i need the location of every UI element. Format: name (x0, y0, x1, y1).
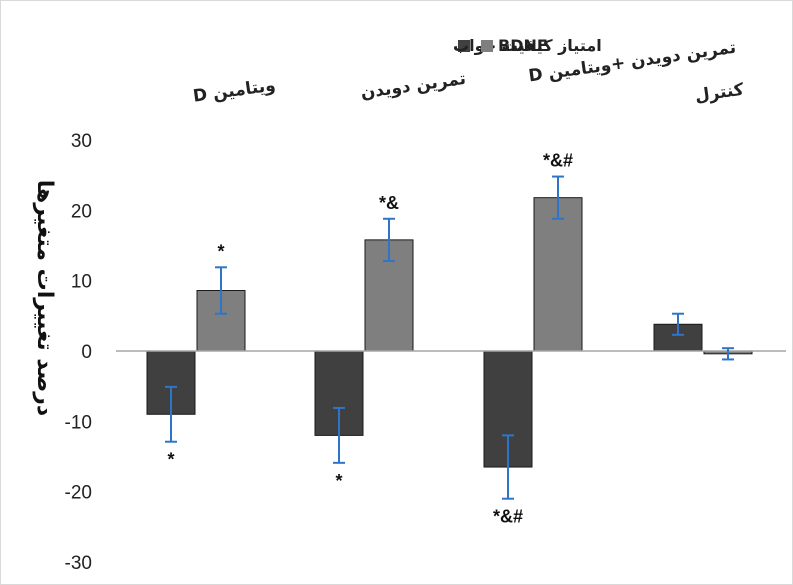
error-bar (552, 175, 564, 220)
bars (146, 197, 753, 468)
error-bar (722, 347, 734, 361)
error-bar (215, 266, 227, 315)
category-label-running: تمرین دویدن (359, 69, 467, 104)
error-bar (383, 217, 395, 262)
significance-label: *&# (543, 151, 573, 171)
category-label-vitamin-d: ویتامین D (192, 75, 277, 106)
error-bar (333, 406, 345, 464)
y-tick-label: -30 (65, 553, 92, 574)
significance-annotations: * * *&# * *& *&# (167, 151, 573, 527)
y-tick-label: 0 (81, 342, 92, 363)
bar-bdnf (533, 197, 583, 352)
y-tick-label: 10 (71, 272, 92, 293)
y-tick-label: 30 (71, 131, 92, 152)
error-bar (672, 312, 684, 336)
significance-label: *&# (493, 507, 523, 527)
error-bar (165, 385, 177, 443)
y-tick-labels: 30 20 10 0 -10 -20 -30 (65, 131, 92, 574)
significance-label: * (335, 471, 342, 491)
legend-swatch-sleep (458, 40, 470, 52)
y-tick-label: -20 (65, 483, 92, 504)
y-tick-label: 20 (71, 201, 92, 222)
legend-label-bdnf: BDNF (498, 36, 548, 55)
y-axis-label: درصد تغییرات متغیرها (32, 180, 57, 416)
category-label-control: کنترل (694, 80, 746, 107)
significance-label: * (167, 450, 174, 470)
error-bar (502, 434, 514, 500)
legend-swatch-bdnf (481, 40, 493, 52)
y-tick-label: -10 (65, 412, 92, 433)
error-bars (165, 175, 734, 500)
significance-label: *& (379, 193, 399, 213)
significance-label: * (217, 241, 224, 261)
legend: امتیاز کیفیت خواب BDNF (453, 36, 602, 55)
